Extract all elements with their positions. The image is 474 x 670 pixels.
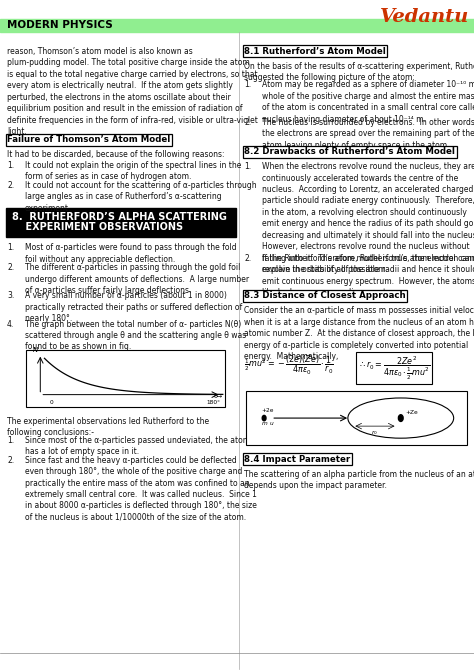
- Text: N: N: [33, 347, 38, 353]
- Text: On the basis of the results of α-scattering experiment, Rutherford
suggested the: On the basis of the results of α-scatter…: [244, 62, 474, 82]
- Text: 8.  RUTHERFORD’S ALPHA SCATTERING: 8. RUTHERFORD’S ALPHA SCATTERING: [12, 212, 227, 222]
- Text: It could not explain the origin of the spectral lines in the
form of series as i: It could not explain the origin of the s…: [25, 161, 241, 182]
- Text: The scattering of an alpha particle from the nucleus of an atom
depends upon the: The scattering of an alpha particle from…: [244, 470, 474, 490]
- Text: The graph between the total number of α- particles N(θ)
scattered through angle : The graph between the total number of α-…: [25, 320, 246, 352]
- Bar: [6, 208, 236, 237]
- Text: Most of α-particles were found to pass through the fold
foil without any appreci: Most of α-particles were found to pass t…: [25, 243, 237, 264]
- Text: 1.: 1.: [244, 162, 251, 171]
- Bar: [246, 391, 467, 445]
- Text: 8.1 Rutherford’s Atom Model: 8.1 Rutherford’s Atom Model: [244, 47, 386, 56]
- Text: 0: 0: [50, 400, 54, 405]
- Text: Vedantu: Vedantu: [380, 8, 469, 26]
- Text: Failure of Thomson’s Atom Model: Failure of Thomson’s Atom Model: [7, 135, 170, 144]
- Text: Since fast and the heavy α-particles could be deflected
even through 180°, the w: Since fast and the heavy α-particles cou…: [25, 456, 257, 522]
- Text: 2.: 2.: [244, 118, 251, 127]
- Text: 8.2 Drawbacks of Rutherford’s Atom Model: 8.2 Drawbacks of Rutherford’s Atom Model: [244, 147, 455, 156]
- Text: 1.: 1.: [7, 161, 14, 170]
- Bar: [26, 350, 225, 407]
- Text: +Ze: +Ze: [405, 410, 418, 415]
- Text: Consider the an α-particle of mass m possesses initial velocity u,
when it is at: Consider the an α-particle of mass m pos…: [244, 306, 474, 361]
- Bar: [0, 19, 474, 32]
- Text: It had to be discarded, because of the following reasons:: It had to be discarded, because of the f…: [7, 150, 225, 159]
- Text: u: u: [270, 421, 273, 425]
- Text: 2.: 2.: [7, 181, 14, 190]
- Text: EXPERIMENT OBSERVATIONS: EXPERIMENT OBSERVATIONS: [12, 222, 183, 232]
- Text: 180°: 180°: [206, 400, 220, 405]
- Text: The nucleus is surrounded by electrons.  In other words,
the electrons are sprea: The nucleus is surrounded by electrons. …: [262, 118, 474, 150]
- Text: 8.4 Impact Parameter: 8.4 Impact Parameter: [244, 455, 350, 464]
- Text: Since most of the α-particles passed undeviated, the atom
has a lot of empty spa: Since most of the α-particles passed und…: [25, 436, 250, 456]
- Text: The different α-particles in passing through the gold foil
undergo different amo: The different α-particles in passing thr…: [25, 263, 249, 295]
- Text: 1.: 1.: [244, 80, 251, 89]
- Text: θ→: θ→: [214, 394, 223, 399]
- Text: When the electrons revolve round the nucleus, they are
continuously accelerated : When the electrons revolve round the nuc…: [262, 162, 474, 274]
- Circle shape: [262, 415, 266, 421]
- Text: 1.: 1.: [7, 243, 14, 252]
- Text: 1.: 1.: [7, 436, 14, 444]
- Text: 2.: 2.: [7, 456, 14, 464]
- Text: Atom may be regarded as a sphere of diameter 10⁻¹⁰ m but
whole of the positive c: Atom may be regarded as a sphere of diam…: [262, 80, 474, 124]
- Text: $\frac{1}{2}mu^2=-\dfrac{(2e)(Ze)}{4\pi\varepsilon_0}\cdot\dfrac{1}{r_0}$: $\frac{1}{2}mu^2=-\dfrac{(2e)(Ze)}{4\pi\…: [244, 354, 334, 377]
- Text: The experimental observations led Rutherford to the
following conclusions:-: The experimental observations led Ruther…: [7, 417, 209, 438]
- Text: reason, Thomson’s atom model is also known as
plum-pudding model. The total posi: reason, Thomson’s atom model is also kno…: [7, 47, 258, 136]
- Text: 8.3 Distance of Closest Approach: 8.3 Distance of Closest Approach: [244, 291, 406, 300]
- Ellipse shape: [348, 398, 454, 438]
- Text: 2.: 2.: [7, 263, 14, 272]
- Text: $r_0$: $r_0$: [372, 428, 378, 437]
- Text: 4.: 4.: [7, 320, 14, 328]
- Text: 2.: 2.: [244, 254, 251, 263]
- Text: If the Rutherford’s atom model is true, the electron can
revolve in orbits of al: If the Rutherford’s atom model is true, …: [262, 254, 474, 297]
- Text: It could not account for the scattering of α-particles through
large angles as i: It could not account for the scattering …: [25, 181, 257, 213]
- Text: m: m: [262, 421, 267, 425]
- Text: 3.: 3.: [7, 291, 14, 300]
- Text: A very small number of α-particles (about 1 in 8000)
practically retracted their: A very small number of α-particles (abou…: [25, 291, 242, 324]
- Text: MODERN PHYSICS: MODERN PHYSICS: [7, 21, 113, 30]
- Text: $\therefore r_0=\dfrac{2Ze^2}{4\pi\varepsilon_0\cdot\frac{1}{2}mu^2}$: $\therefore r_0=\dfrac{2Ze^2}{4\pi\varep…: [358, 354, 430, 382]
- Text: +2e: +2e: [262, 408, 274, 413]
- Circle shape: [398, 415, 403, 421]
